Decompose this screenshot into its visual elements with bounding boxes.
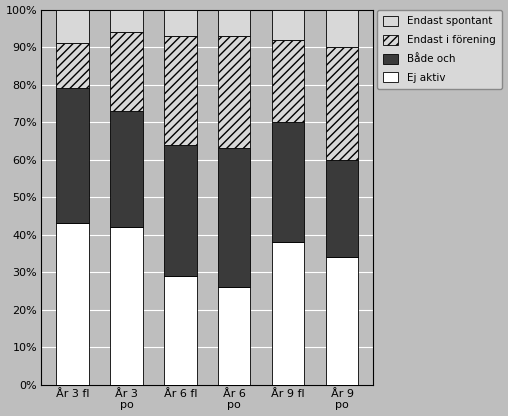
Bar [326,47,358,160]
Bar [272,122,304,242]
Bar [56,88,89,223]
Bar [110,111,143,227]
Bar [56,43,89,88]
Bar [326,10,358,47]
Legend: Endast spontant, Endast i förening, Både och, Ej aktiv: Endast spontant, Endast i förening, Både… [376,10,502,89]
Bar [218,287,250,385]
Bar [326,160,358,257]
Bar [110,227,143,385]
Bar [164,36,197,145]
Bar [56,10,89,43]
Bar [164,276,197,385]
Bar [272,10,304,40]
Bar [110,10,143,32]
Bar [326,257,358,385]
Bar [218,36,250,149]
Bar [272,40,304,122]
Bar [272,242,304,385]
Bar [164,10,197,36]
Bar [56,223,89,385]
Bar [218,10,250,36]
Bar [164,145,197,276]
Bar [110,32,143,111]
Bar [218,149,250,287]
